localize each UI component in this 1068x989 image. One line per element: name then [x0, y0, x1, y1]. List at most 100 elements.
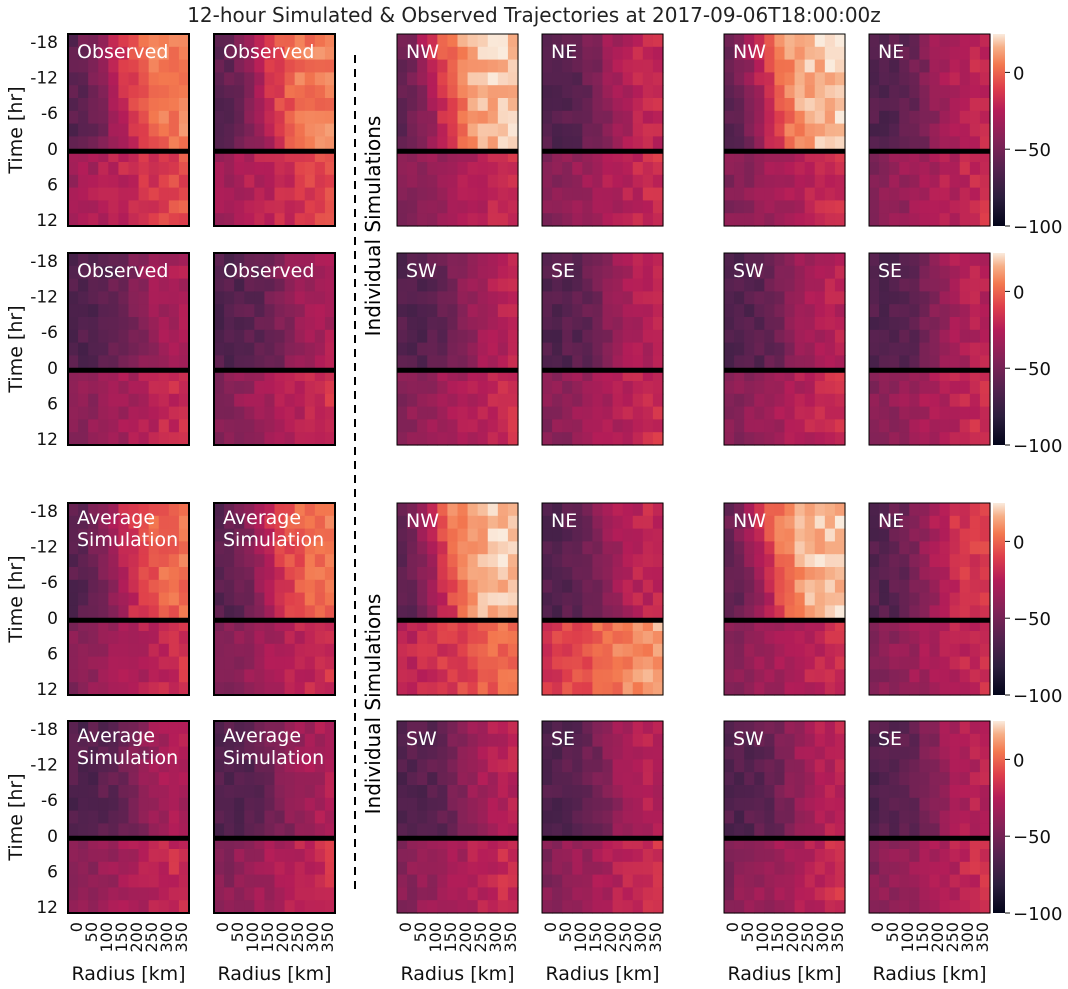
heatmap-cell	[949, 567, 961, 581]
heatmap-cell	[734, 329, 745, 344]
heatmap-cell	[834, 618, 846, 632]
heatmap-cell	[487, 746, 499, 760]
heatmap-cell	[622, 317, 634, 331]
heatmap-cell	[467, 733, 479, 748]
heatmap-cell	[497, 887, 509, 901]
heatmap-cell	[744, 149, 755, 163]
heatmap-cell	[784, 797, 796, 812]
heatmap-cell	[979, 631, 991, 645]
heatmap-cell	[314, 265, 326, 280]
heatmap-cell	[324, 85, 336, 99]
heatmap-cell	[487, 34, 499, 48]
heatmap-cell	[397, 85, 408, 99]
heatmap-cell	[774, 503, 786, 517]
heatmap-cell	[118, 253, 130, 267]
heatmap-cell	[264, 85, 276, 99]
heatmap-cell	[744, 554, 755, 568]
heatmap-cell	[138, 528, 150, 542]
heatmap-cell	[244, 253, 255, 267]
heatmap-cell	[744, 85, 755, 99]
heatmap-cell	[959, 278, 971, 292]
heatmap-cell	[168, 317, 180, 331]
heatmap-cell	[592, 432, 604, 446]
heatmap-cell	[118, 643, 130, 658]
heatmap-cell	[784, 554, 796, 568]
radius-axis-label: Radius [km]	[727, 963, 841, 985]
heatmap-cell	[632, 746, 644, 760]
heatmap-cell	[108, 592, 120, 606]
heatmap-cell	[582, 34, 594, 48]
heatmap-cell	[764, 368, 776, 382]
heatmap-cell	[744, 59, 755, 73]
heatmap-cell	[447, 541, 459, 555]
heatmap-cell	[437, 187, 449, 201]
heatmap-cell	[834, 34, 846, 48]
heatmap-cell	[552, 618, 563, 632]
heatmap-cell	[562, 721, 573, 735]
heatmap-cell	[467, 72, 479, 86]
heatmap-cell	[552, 605, 563, 619]
heatmap-cell	[572, 174, 583, 189]
heatmap-cell	[178, 605, 190, 619]
heatmap-cell	[407, 515, 418, 530]
heatmap-cell	[487, 733, 499, 748]
heatmap-cell	[959, 567, 971, 581]
heatmap-cell	[214, 849, 225, 863]
heatmap-cell	[128, 317, 140, 331]
heatmap-cell	[764, 721, 776, 735]
heatmap-cell	[632, 98, 644, 112]
heatmap-cell	[824, 368, 836, 382]
heatmap-cell	[178, 187, 190, 201]
colorbar-tick-label: −50	[1013, 140, 1051, 161]
heatmap-cell	[437, 213, 449, 227]
heatmap-cell	[78, 900, 89, 914]
heatmap-cell	[427, 432, 438, 446]
heatmap-cell	[744, 432, 755, 446]
heatmap-cell	[552, 669, 563, 683]
heatmap-cell	[178, 317, 190, 331]
heatmap-cell	[437, 669, 449, 683]
heatmap-cell	[582, 355, 594, 369]
heatmap-cell	[542, 631, 553, 645]
heatmap-cell	[457, 541, 469, 555]
heatmap-cell	[979, 278, 991, 292]
heatmap-cell	[68, 59, 79, 73]
heatmap-cell	[592, 823, 604, 837]
heatmap-cell	[889, 34, 900, 48]
heatmap-cell	[397, 823, 408, 837]
heatmap-cell	[437, 136, 449, 150]
heatmap-cell	[304, 59, 316, 73]
heatmap-cell	[264, 579, 276, 594]
heatmap-cell	[284, 541, 296, 555]
heatmap-cell	[754, 278, 765, 292]
heatmap-cell	[148, 836, 160, 850]
heatmap-cell	[959, 110, 971, 125]
heatmap-cell	[407, 136, 418, 150]
heatmap-cell	[602, 59, 614, 73]
colorbar-4: 0−50−100	[993, 721, 1062, 925]
heatmap-cell	[652, 554, 664, 568]
heatmap-cell	[244, 162, 255, 176]
heatmap-cell	[254, 810, 266, 824]
heatmap-cell	[592, 393, 604, 408]
heatmap-cell	[939, 823, 951, 837]
heatmap-cell	[497, 746, 509, 760]
heatmap-cell	[774, 567, 786, 581]
heatmap-cell	[869, 528, 880, 542]
heatmap-cell	[734, 669, 745, 683]
heatmap-cell	[879, 253, 890, 267]
heatmap-cell	[774, 541, 786, 555]
heatmap-cell	[909, 823, 921, 837]
heatmap-cell	[652, 836, 664, 850]
heatmap-cell	[264, 528, 276, 542]
heatmap-cell	[324, 110, 336, 125]
panel-frame	[868, 502, 991, 696]
heatmap-cell	[744, 579, 755, 594]
heatmap-cell	[467, 381, 479, 395]
heatmap-cell	[804, 874, 816, 888]
heatmap-cell	[572, 861, 583, 876]
heatmap-cell	[734, 419, 745, 433]
time-tick-label: 0	[47, 609, 58, 629]
heatmap-cell	[949, 874, 961, 888]
heatmap-cell	[889, 329, 900, 344]
